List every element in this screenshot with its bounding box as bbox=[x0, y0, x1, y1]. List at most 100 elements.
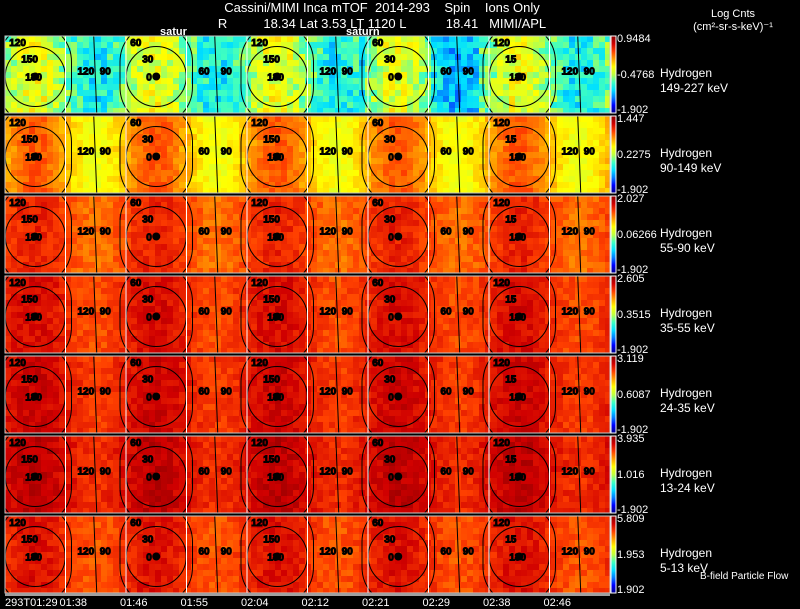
heatmap-cell bbox=[275, 140, 281, 146]
heatmap-cell bbox=[167, 176, 173, 182]
heatmap-cell bbox=[257, 60, 263, 66]
heatmap-cell bbox=[521, 268, 527, 273]
heatmap-cell bbox=[167, 60, 173, 66]
heatmap-cell bbox=[311, 90, 317, 96]
heatmap-cell bbox=[293, 268, 299, 273]
heatmap-cell bbox=[125, 336, 131, 342]
heatmap-cell bbox=[161, 348, 167, 353]
heatmap-cell bbox=[185, 170, 191, 176]
heatmap-cell bbox=[389, 152, 395, 158]
heatmap-cell bbox=[287, 54, 293, 60]
heatmap-cell bbox=[287, 238, 293, 244]
heatmap-cell bbox=[197, 220, 203, 226]
heatmap-cell bbox=[215, 250, 221, 256]
heatmap-cell bbox=[551, 152, 557, 158]
heatmap-cell bbox=[239, 220, 245, 226]
heatmap-cell bbox=[23, 170, 29, 176]
heatmap-cell bbox=[221, 48, 227, 54]
heatmap-cell bbox=[89, 300, 95, 306]
heatmap-cell bbox=[479, 42, 485, 48]
heatmap-cell bbox=[41, 36, 47, 42]
heatmap-cell bbox=[329, 202, 335, 208]
heatmap-cell bbox=[287, 164, 293, 170]
heatmap-cell bbox=[311, 276, 317, 282]
heatmap-cell bbox=[353, 48, 359, 54]
heatmap-cell bbox=[209, 300, 215, 306]
heatmap-cell bbox=[269, 250, 275, 256]
heatmap-cell bbox=[59, 78, 65, 84]
heatmap-cell bbox=[299, 134, 305, 140]
heatmap-cell bbox=[161, 158, 167, 164]
heatmap-cell bbox=[251, 238, 257, 244]
heatmap-cell bbox=[551, 84, 557, 90]
heatmap-cell bbox=[53, 182, 59, 188]
heatmap-cell bbox=[215, 90, 221, 96]
heatmap-cell bbox=[413, 42, 419, 48]
heatmap-cell bbox=[71, 342, 77, 348]
heatmap-cell bbox=[437, 220, 443, 226]
heatmap-cell bbox=[443, 60, 449, 66]
heatmap-cell bbox=[119, 90, 125, 96]
heatmap-cell bbox=[437, 256, 443, 262]
heatmap-cell bbox=[239, 182, 245, 188]
heatmap-cell bbox=[359, 268, 365, 273]
heatmap-cell bbox=[107, 336, 113, 342]
heatmap-cell bbox=[173, 182, 179, 188]
heatmap-cell bbox=[431, 122, 437, 128]
heatmap-cell bbox=[107, 294, 113, 300]
heatmap-cell bbox=[347, 72, 353, 78]
heatmap-cell bbox=[125, 312, 131, 318]
heatmap-cell bbox=[377, 134, 383, 140]
contour-label-inner: 150 bbox=[263, 135, 280, 146]
heatmap-cell bbox=[203, 282, 209, 288]
heatmap-cell bbox=[323, 294, 329, 300]
heatmap-cell bbox=[113, 36, 119, 42]
heatmap-cell bbox=[197, 54, 203, 60]
heatmap-cell bbox=[467, 42, 473, 48]
heatmap-cell bbox=[401, 48, 407, 54]
heatmap-cell bbox=[317, 324, 323, 330]
heatmap-cell bbox=[167, 108, 173, 113]
heatmap-cell bbox=[269, 300, 275, 306]
heatmap-cell bbox=[59, 202, 65, 208]
heatmap-cell bbox=[401, 140, 407, 146]
heatmap-cell bbox=[581, 60, 587, 66]
heatmap-cell bbox=[233, 90, 239, 96]
heatmap-cell bbox=[287, 152, 293, 158]
heatmap-cell bbox=[497, 140, 503, 146]
heatmap-cell bbox=[125, 238, 131, 244]
heatmap-cell bbox=[83, 294, 89, 300]
heatmap-cell bbox=[29, 102, 35, 108]
heatmap-cell bbox=[77, 262, 83, 268]
heatmap-cell bbox=[449, 188, 455, 193]
heatmap-cell bbox=[503, 108, 509, 113]
heatmap-cell bbox=[395, 90, 401, 96]
heatmap-cell bbox=[443, 78, 449, 84]
heatmap-cell bbox=[113, 282, 119, 288]
heatmap-cell bbox=[167, 84, 173, 90]
heatmap-cell bbox=[467, 78, 473, 84]
heatmap-cell bbox=[131, 96, 137, 102]
heatmap-cell bbox=[491, 238, 497, 244]
heatmap-cell bbox=[197, 84, 203, 90]
heatmap-cell bbox=[509, 170, 515, 176]
heatmap-cell bbox=[491, 164, 497, 170]
heatmap-cell bbox=[173, 108, 179, 113]
heatmap-cell bbox=[59, 324, 65, 330]
contour-label-left: 120 bbox=[78, 67, 95, 78]
heatmap-cell bbox=[215, 324, 221, 330]
heatmap-cell bbox=[245, 128, 251, 134]
heatmap-cell bbox=[257, 176, 263, 182]
heatmap-cell bbox=[473, 182, 479, 188]
heatmap-cell bbox=[563, 202, 569, 208]
heatmap-cell bbox=[509, 188, 515, 193]
heatmap-cell bbox=[41, 72, 47, 78]
heatmap-cell bbox=[395, 78, 401, 84]
heatmap-cell bbox=[473, 84, 479, 90]
heatmap-cell bbox=[191, 122, 197, 128]
heatmap-cell bbox=[461, 146, 467, 152]
heatmap-cell bbox=[209, 164, 215, 170]
heatmap-cell bbox=[209, 250, 215, 256]
heatmap-cell bbox=[167, 306, 173, 312]
